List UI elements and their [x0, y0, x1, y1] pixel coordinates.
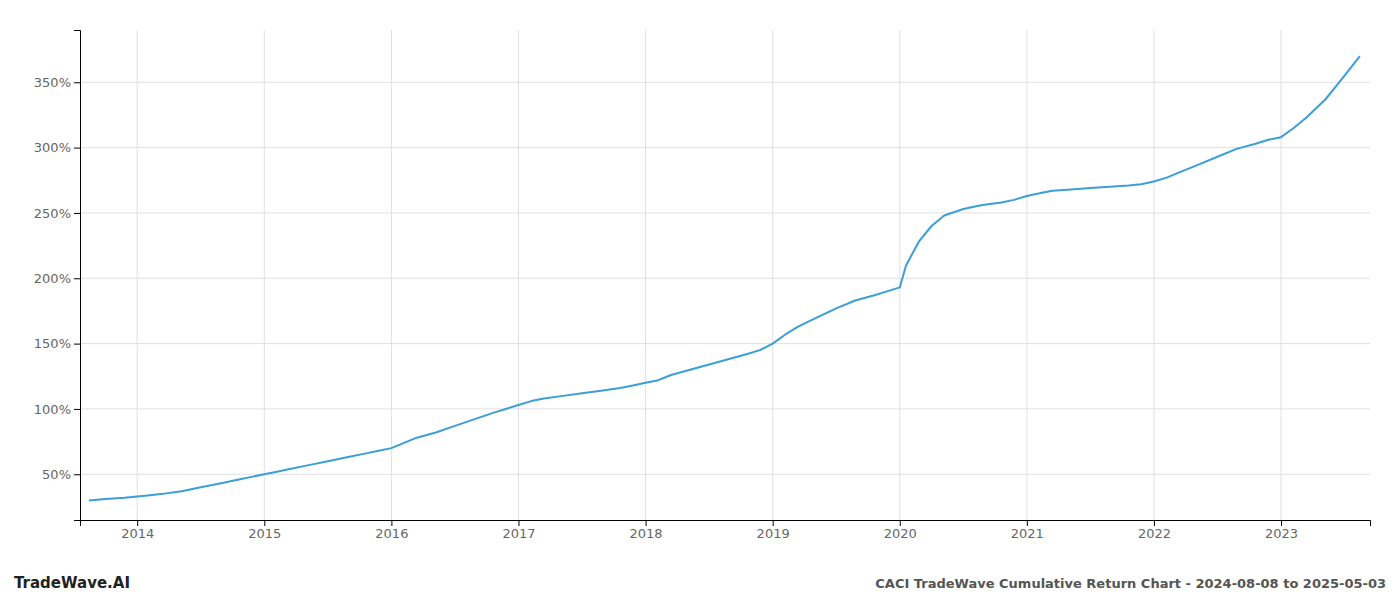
- y-tick-label: 150%: [34, 336, 71, 351]
- x-grid-line: [1153, 30, 1154, 520]
- y-grid-line: [80, 212, 1370, 213]
- y-tick-label: 300%: [34, 140, 71, 155]
- x-grid-line: [264, 30, 265, 520]
- title: CACI TradeWave Cumulative Return Chart -…: [875, 576, 1386, 591]
- x-tick-label: 2016: [375, 526, 408, 541]
- x-tick: 2014: [121, 520, 154, 541]
- x-grid-line: [1281, 30, 1282, 520]
- x-tick: 2022: [1138, 520, 1171, 541]
- y-tick: 100%: [34, 402, 80, 417]
- y-tick-mark: [74, 278, 80, 279]
- y-tick-mark: [74, 409, 80, 410]
- y-tick-label: 200%: [34, 271, 71, 286]
- y-tick-label: 50%: [42, 467, 71, 482]
- y-tick: 150%: [34, 336, 80, 351]
- y-grid-line: [80, 408, 1370, 409]
- x-tick-label: 2014: [121, 526, 154, 541]
- x-tick-label: 2022: [1138, 526, 1171, 541]
- grid: [80, 30, 1370, 520]
- x-grid-line: [518, 30, 519, 520]
- y-tick: 250%: [34, 206, 80, 221]
- x-grid-line: [137, 30, 138, 520]
- return-line: [89, 56, 1360, 500]
- y-tick-mark: [74, 148, 80, 149]
- x-tick-label: 2018: [630, 526, 663, 541]
- y-grid-line: [80, 147, 1370, 148]
- y-tick-label: 350%: [34, 75, 71, 90]
- y-tick-mark: [74, 474, 80, 475]
- x-tick-mark: [1154, 520, 1155, 526]
- x-tick-mark: [900, 520, 901, 526]
- x-tick-mark: [391, 520, 392, 526]
- chart: 2014 2015 2016 2017 2018 2019 2020 2021 2022 2023…: [0, 0, 1400, 600]
- x-tick-mark: [1027, 520, 1028, 526]
- x-tick-label: 2021: [1011, 526, 1044, 541]
- x-grid-line: [1026, 30, 1027, 520]
- plot-area: [89, 56, 1360, 500]
- x-tick-mark: [646, 520, 647, 526]
- y-axis-line: [74, 31, 81, 521]
- x-tick: 2021: [1011, 520, 1044, 541]
- x-grid-line: [772, 30, 773, 520]
- y-grid-line: [80, 82, 1370, 83]
- y-grid-line: [80, 343, 1370, 344]
- x-grid-line: [645, 30, 646, 520]
- x-tick: 2023: [1265, 520, 1298, 541]
- y-tick: 50%: [42, 467, 80, 482]
- y-tick: 200%: [34, 271, 80, 286]
- x-tick: 2017: [502, 520, 535, 541]
- y-tick-label: 100%: [34, 402, 71, 417]
- x-axis-line: [81, 521, 1371, 527]
- y-tick-mark: [74, 344, 80, 345]
- x-tick: 2016: [375, 520, 408, 541]
- x-tick-mark: [518, 520, 519, 526]
- y-axis: 50% 100% 150% 200% 250% 300% 350%: [34, 31, 81, 521]
- x-tick: 2020: [884, 520, 917, 541]
- y-tick: 350%: [34, 75, 80, 90]
- x-tick-label: 2017: [502, 526, 535, 541]
- x-tick: 2019: [757, 520, 790, 541]
- watermark: TradeWave.AI: [14, 574, 130, 592]
- x-tick-label: 2019: [757, 526, 790, 541]
- x-tick-label: 2015: [248, 526, 281, 541]
- y-tick-mark: [74, 82, 80, 83]
- x-tick-label: 2020: [884, 526, 917, 541]
- x-tick-label: 2023: [1265, 526, 1298, 541]
- x-tick-mark: [773, 520, 774, 526]
- y-tick-mark: [74, 213, 80, 214]
- x-grid-line: [899, 30, 900, 520]
- x-grid-line: [391, 30, 392, 520]
- x-tick-mark: [137, 520, 138, 526]
- x-tick-mark: [1281, 520, 1282, 526]
- y-tick: 300%: [34, 140, 80, 155]
- y-grid-line: [80, 278, 1370, 279]
- x-tick: 2018: [630, 520, 663, 541]
- y-grid-line: [80, 474, 1370, 475]
- x-tick: 2015: [248, 520, 281, 541]
- y-tick-label: 250%: [34, 206, 71, 221]
- x-axis: 2014 2015 2016 2017 2018 2019 2020 2021 2022 2023: [81, 520, 1371, 541]
- x-tick-mark: [264, 520, 265, 526]
